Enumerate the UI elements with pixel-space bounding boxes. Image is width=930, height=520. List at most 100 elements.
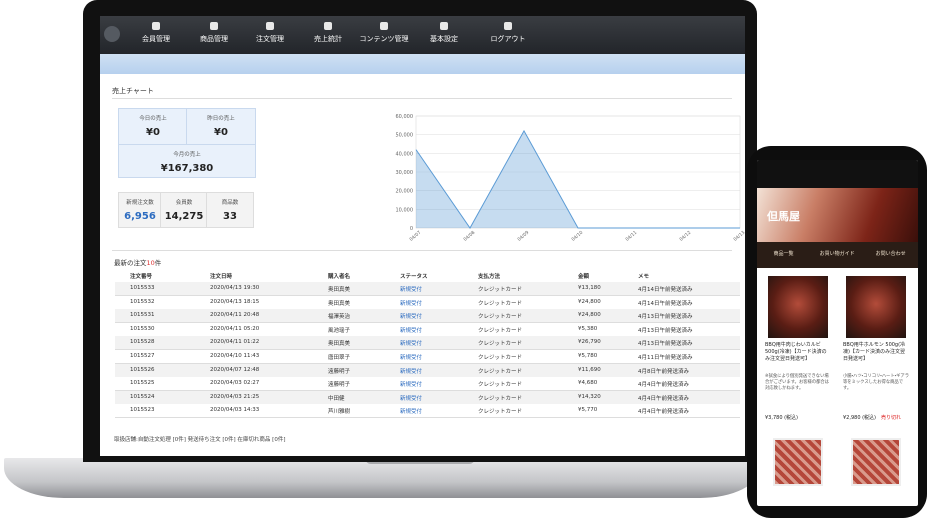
- status-link[interactable]: 新規受付: [400, 355, 423, 361]
- table-cell: ¥5,770: [578, 407, 598, 414]
- nav-label: コンテンツ管理: [359, 35, 409, 43]
- nav-icon: [504, 22, 512, 30]
- nav-item[interactable]: ログアウト: [478, 20, 538, 44]
- product-image[interactable]: [846, 276, 906, 338]
- stat-value: ¥0: [214, 127, 228, 138]
- status-link[interactable]: 新規受付: [400, 368, 423, 375]
- laptop-screen: 会員管理 商品管理 注文管理 売上統計 コンテンツ管理 基本設定 ログアウト 売上チャート …: [100, 16, 745, 456]
- header-band: [100, 54, 745, 74]
- stat-value: 33: [223, 211, 237, 222]
- status-link[interactable]: 新規受付: [400, 314, 423, 321]
- product-description: 小腸・ハツ・コリコリ・ハート・ギアラ等をミックスしたお得な商品です。: [843, 374, 909, 391]
- nav-icon: [210, 22, 218, 30]
- table-cell: 4月13日午前発送済み: [638, 314, 693, 321]
- product-image[interactable]: [768, 276, 828, 338]
- line: [415, 129, 740, 229]
- stat-label: 今月の売上: [173, 152, 201, 158]
- product-price: ¥2,980 (税込): [843, 415, 876, 421]
- phone-menu: [757, 242, 918, 268]
- table-cell: 芦川雅樹: [328, 409, 351, 416]
- table-row: [115, 282, 740, 296]
- table-cell: 1015528: [130, 339, 155, 346]
- table-cell: 中田健: [328, 395, 345, 402]
- table-cell: 奥田真美: [328, 287, 351, 293]
- nav-label: 会員管理: [142, 35, 170, 43]
- phone-menu-item[interactable]: 商品一覧: [773, 251, 794, 257]
- table-cell: 2020/04/10 11:43: [210, 353, 260, 359]
- table-cell: ¥24,800: [578, 298, 601, 305]
- product-image[interactable]: [773, 438, 823, 486]
- nav-item[interactable]: コンテンツ管理: [354, 20, 414, 44]
- orders-title: 最新の注文10件: [114, 257, 161, 267]
- status-link[interactable]: 新規受付: [400, 382, 423, 389]
- table-cell: ¥14,320: [578, 393, 601, 400]
- orders-unit: 件: [154, 259, 162, 267]
- table-cell: ¥13,180: [578, 285, 601, 291]
- stat-box: 今月の売上 ¥167,380: [118, 144, 256, 178]
- table-cell: 4月13日午前発送済み: [638, 341, 693, 348]
- y-tick-label: 30,000: [396, 170, 414, 176]
- nav-bar: 会員管理 商品管理 注文管理 売上統計 コンテンツ管理 基本設定 ログアウト: [100, 16, 745, 54]
- x-tick-label: 04/13: [732, 230, 745, 243]
- table-cell: 2020/04/13 18:15: [210, 298, 260, 305]
- stat-value: 14,275: [164, 211, 204, 222]
- product-image[interactable]: [851, 438, 901, 486]
- nav-label: 基本設定: [430, 35, 458, 43]
- table-cell: 2020/04/13 19:30: [210, 285, 260, 291]
- stat-value: ¥0: [146, 127, 160, 138]
- status-link[interactable]: 新規受付: [400, 395, 423, 402]
- table-cell: クレジットカード: [478, 327, 523, 334]
- product-name[interactable]: BBQ用牛肉じわいカルビ 500g(冷凍)【カード決済のみ注文翌日発送可】: [765, 342, 827, 362]
- table-cell: クレジットカード: [478, 341, 523, 348]
- stat-label: 今日の売上: [139, 116, 167, 122]
- stat-label: 昨日の売上: [207, 116, 235, 122]
- divider: [112, 98, 732, 99]
- x-tick-label: 04/11: [624, 230, 638, 243]
- table-cell: 4月11日午前発送済み: [638, 355, 693, 361]
- status-link[interactable]: 新規受付: [400, 327, 423, 334]
- status-link[interactable]: 新規受付: [400, 287, 423, 293]
- nav-item[interactable]: 基本設定: [414, 20, 474, 44]
- table-cell: 2020/04/11 05:20: [210, 325, 260, 332]
- table-cell: クレジットカード: [478, 287, 523, 293]
- table-cell: クレジットカード: [478, 382, 523, 389]
- nav-label: ログアウト: [490, 35, 526, 43]
- nav-item[interactable]: 売上統計: [298, 20, 358, 44]
- nav-item[interactable]: 注文管理: [240, 20, 300, 44]
- column-header: ステータス: [400, 274, 428, 280]
- stat-box: 昨日の売上 ¥0: [186, 108, 256, 146]
- table-cell: 2020/04/03 02:27: [210, 380, 260, 387]
- table-cell: 4月13日午前発送済み: [638, 327, 693, 334]
- nav-item[interactable]: 商品管理: [184, 20, 244, 44]
- status-link[interactable]: 新規受付: [400, 409, 423, 416]
- product-name[interactable]: BBQ用牛ホルモン 500g(冷凍)【カード決済のみ注文翌日発送可】: [843, 342, 906, 362]
- table-row: [115, 295, 740, 310]
- x-tick-label: 04/10: [570, 230, 584, 243]
- divider: [112, 250, 732, 251]
- phone-menu-item[interactable]: お買い物ガイド: [819, 251, 855, 257]
- y-tick-label: 50,000: [396, 133, 414, 139]
- status-link[interactable]: 新規受付: [400, 300, 423, 307]
- nav-icon: [380, 22, 388, 30]
- y-tick-label: 20,000: [396, 189, 414, 195]
- table-cell: クレジットカード: [478, 409, 523, 416]
- phone-status-area: [757, 160, 918, 188]
- table-row: [115, 404, 740, 419]
- sales-chart: 0 10,000 20,000 30,000 40,000 50,000 60,000 04/…: [396, 114, 746, 243]
- table-cell: ¥5,380: [578, 325, 598, 332]
- table-cell: 1015527: [130, 353, 155, 359]
- column-header: 購入者名: [328, 274, 351, 280]
- phone-menu-item[interactable]: お問い合わせ: [875, 251, 906, 257]
- nav-item[interactable]: 会員管理: [126, 20, 186, 44]
- status-link[interactable]: 新規受付: [400, 341, 423, 348]
- table-cell: 4月4日午前発送済み: [638, 409, 689, 416]
- panel-title: 売上チャート: [112, 87, 154, 95]
- footer-note: 取扱店舗:自動注文処理 [0件] 発送待ち注文 [0件] 在庫切れ商品 [0件]: [114, 437, 286, 443]
- table-cell: 2020/04/03 21:25: [210, 393, 260, 400]
- nav-label: 注文管理: [256, 35, 284, 43]
- table-row: [115, 336, 740, 351]
- stat-label: 商品数: [221, 200, 239, 206]
- table-cell: 唐田翠子: [328, 355, 351, 361]
- home-button[interactable]: [104, 26, 120, 42]
